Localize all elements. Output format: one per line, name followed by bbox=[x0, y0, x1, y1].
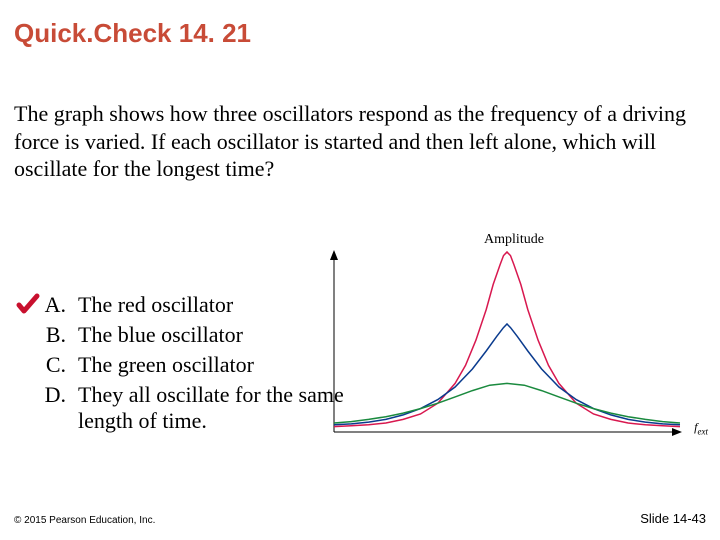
check-icon bbox=[14, 292, 42, 316]
answer-text: The green oscillator bbox=[72, 352, 354, 378]
resonance-chart: Amplitude fext bbox=[320, 232, 708, 458]
slide-number: Slide 14-43 bbox=[640, 511, 706, 526]
check-icon bbox=[14, 352, 42, 376]
answer-letter: D. bbox=[42, 382, 72, 408]
copyright-text: © 2015 Pearson Education, Inc. bbox=[14, 515, 155, 526]
answer-letter: C. bbox=[42, 352, 72, 378]
answer-text: The red oscillator bbox=[72, 292, 354, 318]
question-text: The graph shows how three oscillators re… bbox=[14, 100, 704, 183]
answer-text: They all oscillate for the same length o… bbox=[72, 382, 354, 434]
answer-letter: B. bbox=[42, 322, 72, 348]
answer-row: B.The blue oscillator bbox=[14, 322, 354, 348]
answer-row: C.The green oscillator bbox=[14, 352, 354, 378]
check-icon bbox=[14, 322, 42, 346]
chart-plot bbox=[320, 248, 708, 454]
answers-list: A.The red oscillatorB.The blue oscillato… bbox=[14, 292, 354, 438]
answer-row: D.They all oscillate for the same length… bbox=[14, 382, 354, 434]
check-icon bbox=[14, 382, 42, 406]
answer-text: The blue oscillator bbox=[72, 322, 354, 348]
answer-row: A.The red oscillator bbox=[14, 292, 354, 318]
slide-title: Quick.Check 14. 21 bbox=[14, 18, 251, 49]
chart-ylabel: Amplitude bbox=[320, 232, 708, 248]
chart-xlabel: fext bbox=[694, 420, 708, 436]
answer-letter: A. bbox=[42, 292, 72, 318]
